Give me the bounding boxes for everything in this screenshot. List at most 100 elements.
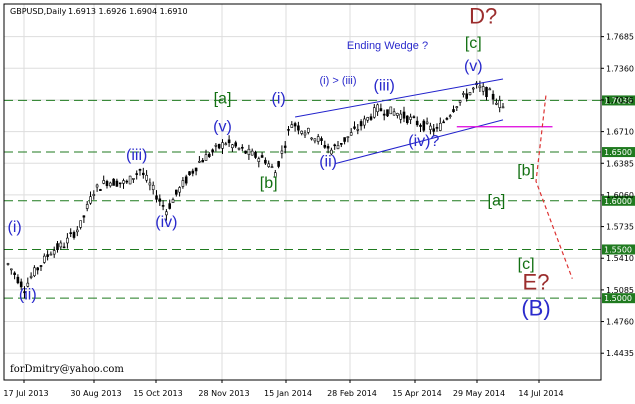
candle-body-91 (306, 127, 310, 133)
wave-label-blue-4: (v) (213, 119, 232, 136)
candle-body-31 (109, 182, 112, 187)
candle-body-147 (491, 93, 495, 100)
candle-body-119 (399, 113, 403, 120)
candle-body-116 (389, 106, 393, 115)
candle-body-111 (372, 107, 376, 118)
candle-body-27 (95, 184, 99, 188)
support-resistance-levels: 1.7030 1.6500 1.6000 1.5500 1.5000 (4, 95, 635, 304)
wave-label-blue-2: (iii) (126, 147, 147, 164)
candle-body-78 (264, 159, 267, 164)
candle-body-7 (29, 275, 33, 278)
candle-body-79 (267, 163, 271, 167)
candle-body-59 (201, 159, 204, 163)
y-tick-label-2: 1.7035 (606, 96, 634, 105)
candle-body-67 (227, 139, 231, 144)
candle-body-110 (369, 116, 373, 120)
candle-body-83 (280, 150, 284, 154)
y-tick-label-0: 1.7685 (606, 33, 634, 42)
x-tick-label-2: 15 Oct 2013 (133, 389, 182, 398)
candle-body-101 (339, 143, 343, 145)
wave-label-blue-7: (iii) (374, 78, 395, 95)
candle-body-51 (175, 189, 178, 195)
candle-body-93 (313, 138, 317, 142)
candle-body-149 (498, 100, 502, 108)
candle-body-74 (250, 150, 254, 156)
candle-body-71 (241, 146, 244, 149)
candle-body-123 (412, 116, 416, 118)
candle-body-15 (56, 243, 59, 251)
candle-body-148 (495, 102, 498, 105)
wave-label-blue-9: (v) (464, 58, 483, 75)
wave-label-blue-6: (ii) (319, 154, 337, 171)
candle-body-48 (165, 211, 168, 216)
wave-label-blue-0: (i) (7, 219, 21, 236)
candle-body-146 (488, 88, 492, 91)
candle-body-66 (224, 143, 228, 146)
candle-body-135 (452, 109, 455, 113)
chart-header-symbol: GBPUSD,Daily (10, 7, 67, 16)
candle-body-77 (260, 155, 264, 158)
candle-body-60 (204, 154, 208, 161)
y-tick-label-9: 1.4760 (606, 318, 634, 327)
x-tick-label-6: 15 Apr 2014 (392, 389, 441, 398)
candle-body-6 (26, 282, 30, 287)
candle-body-38 (132, 178, 135, 180)
wave-labels: (i) (ii) (iii) (iv) (v) (i) (ii) (iii) (iv)? (v) [… (7, 3, 550, 320)
candle-body-46 (158, 198, 162, 202)
candle-body-35 (122, 180, 125, 184)
candle-body-49 (168, 203, 171, 209)
candle-body-65 (221, 142, 224, 149)
candle-body-99 (333, 144, 337, 147)
candle-body-96 (323, 144, 327, 148)
candle-body-19 (69, 232, 72, 234)
candle-body-103 (346, 136, 350, 138)
candle-body-69 (234, 142, 237, 147)
wave-label-blue-3: (iv) (155, 214, 177, 231)
x-tick-label-1: 30 Aug 2013 (70, 389, 121, 398)
candle-body-117 (392, 111, 396, 116)
x-tick-label-8: 14 Jul 2014 (518, 389, 563, 398)
candle-body-105 (353, 126, 356, 129)
candle-body-95 (320, 138, 323, 141)
candle-body-42 (145, 174, 148, 181)
candle-body-107 (359, 121, 363, 127)
candle-body-108 (363, 118, 366, 126)
candle-body-109 (366, 117, 370, 121)
candle-body-20 (72, 232, 76, 238)
candle-body-131 (438, 122, 442, 131)
level-label-bg-4 (602, 293, 635, 304)
wave-label-green-0: [a] (214, 90, 232, 107)
level-label-4: 1.5000 (604, 294, 632, 303)
candle-body-64 (217, 143, 221, 149)
level-label-bg-0 (602, 95, 635, 106)
candle-body-133 (445, 118, 449, 120)
x-tick-label-0: 17 Jul 2013 (3, 389, 48, 398)
candle-body-50 (171, 199, 175, 204)
candle-body-47 (161, 205, 165, 207)
plot-frame (3, 3, 602, 381)
watermark: forDmitry@yahoo.com (10, 364, 124, 375)
y-tick-label-4: 1.6385 (606, 159, 634, 168)
candle-body-89 (300, 130, 304, 134)
candle-body-39 (135, 173, 138, 175)
candle-body-30 (105, 181, 109, 186)
annotation-0: Ending Wedge ? (347, 40, 428, 52)
candle-body-138 (462, 93, 465, 95)
candle-body-114 (382, 113, 386, 116)
candle-body-137 (458, 100, 462, 103)
candle-body-121 (405, 115, 409, 123)
candle-body-139 (465, 93, 469, 99)
x-tick-label-7: 29 May 2014 (453, 389, 505, 398)
candle-body-52 (178, 187, 181, 193)
candle-body-58 (198, 160, 201, 163)
candle-body-73 (247, 148, 251, 155)
candle-body-143 (478, 85, 482, 89)
candle-body-97 (326, 146, 330, 149)
candle-body-68 (231, 144, 234, 149)
candle-body-22 (79, 220, 82, 228)
y-axis: 1.7685 1.7360 1.7035 1.6710 1.6385 1.6060 1.57… (601, 33, 634, 358)
candle-body-55 (188, 171, 191, 176)
candle-body-92 (310, 137, 313, 140)
candle-body-98 (330, 149, 333, 155)
